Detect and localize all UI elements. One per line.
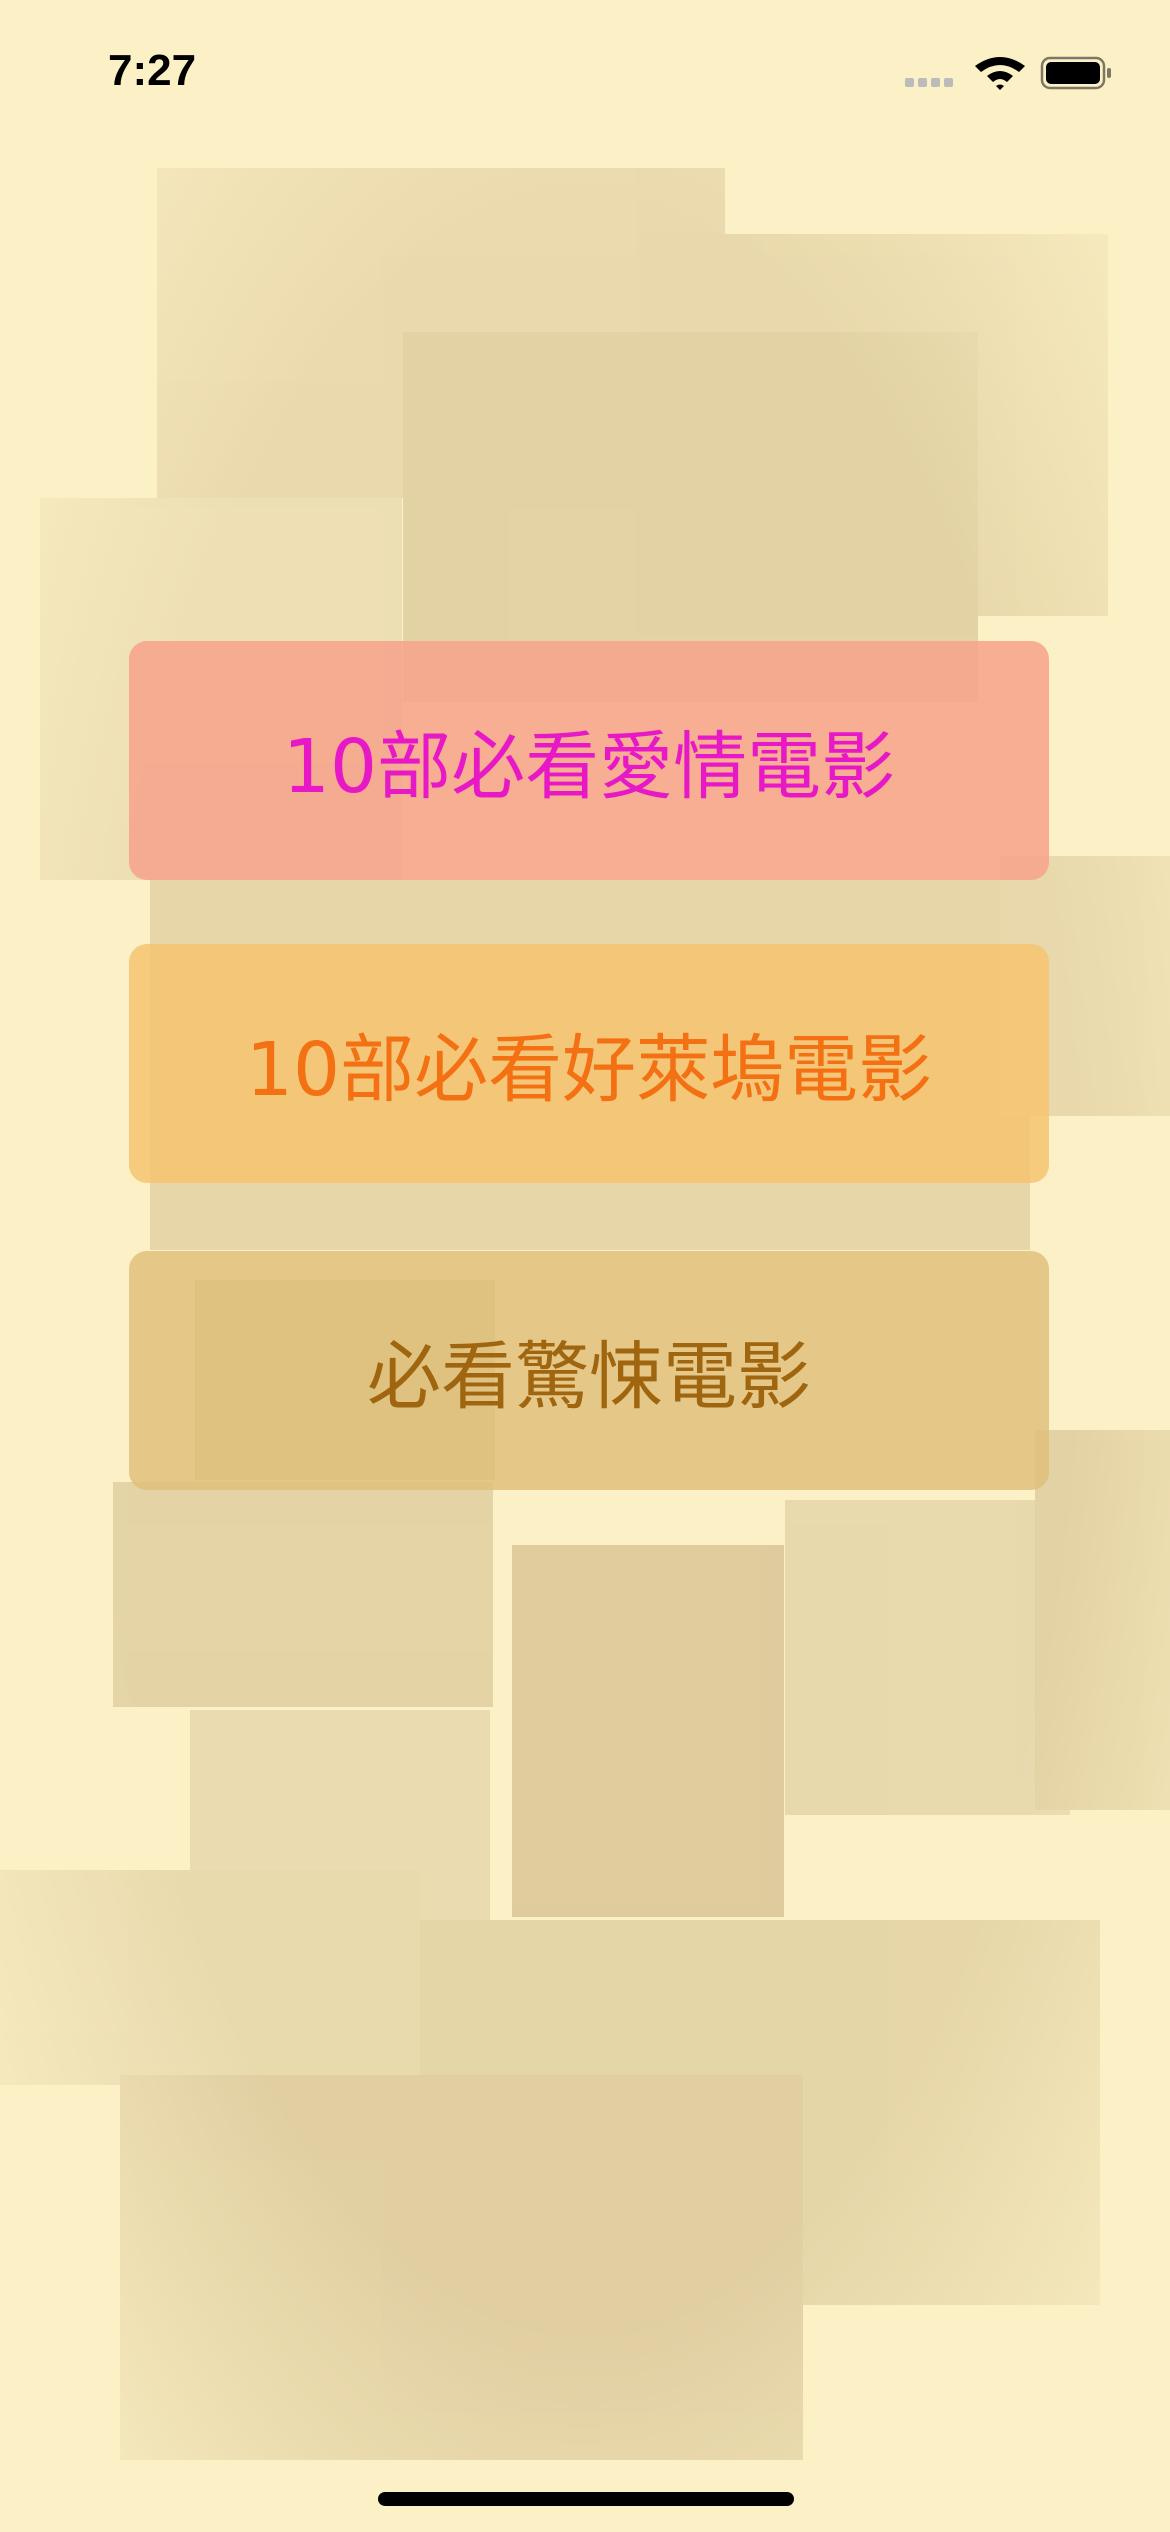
thriller-button[interactable]: 必看驚悚電影 xyxy=(129,1251,1049,1490)
home-indicator xyxy=(378,2492,794,2506)
romance-button[interactable]: 10部必看愛情電影 xyxy=(129,641,1049,880)
hollywood-button[interactable]: 10部必看好萊塢電影 xyxy=(129,944,1049,1183)
status-icons xyxy=(905,56,1111,90)
status-time: 7:27 xyxy=(108,46,197,95)
